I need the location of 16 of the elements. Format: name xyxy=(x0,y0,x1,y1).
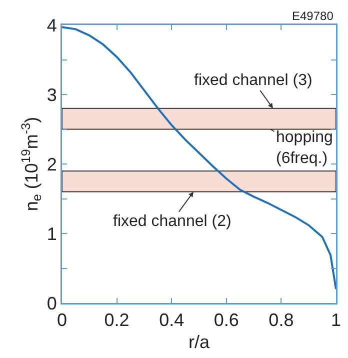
y-tick-label: 0 xyxy=(46,293,57,314)
x-tick-label: 0.8 xyxy=(268,310,294,330)
x-axis-title: r/a xyxy=(188,332,210,352)
x-tick-label: 1 xyxy=(330,310,342,330)
y-tick-label: 1 xyxy=(46,224,57,244)
y-tick-label: 4 xyxy=(46,15,57,36)
line-series xyxy=(62,26,336,290)
x-tick-label: 0.6 xyxy=(214,310,239,330)
text: E49780 xyxy=(292,9,334,23)
x-tick-label: 0.2 xyxy=(104,310,130,330)
x-tick-label: 0.4 xyxy=(159,310,184,330)
y-tick-label: 3 xyxy=(46,84,57,105)
annotation: fixed channel (2) xyxy=(113,213,232,230)
y-tick-label: 2 xyxy=(46,154,57,174)
annotation: hopping (6freq.) xyxy=(276,129,333,167)
annotation: fixed channel (3) xyxy=(194,72,312,89)
